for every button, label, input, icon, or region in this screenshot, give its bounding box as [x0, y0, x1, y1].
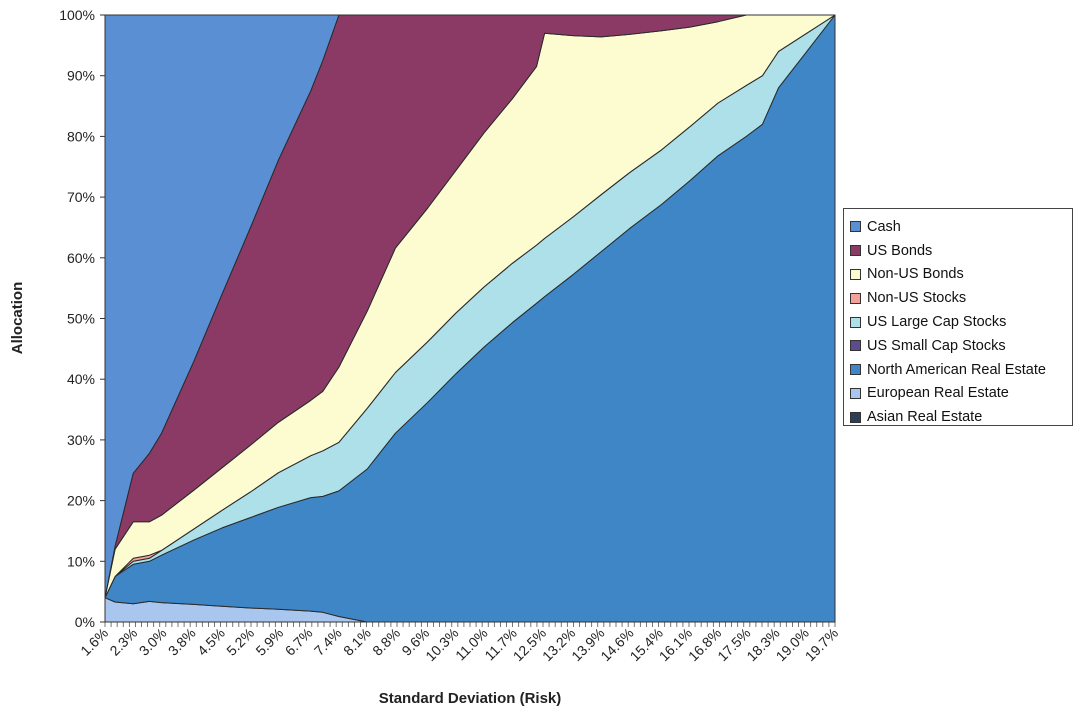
legend-label: US Large Cap Stocks	[867, 314, 1007, 331]
y-tick-label: 0%	[75, 614, 95, 630]
legend-swatch	[850, 387, 861, 399]
y-tick-label: 30%	[67, 432, 95, 448]
area-series-group	[104, 14, 836, 623]
legend-swatch	[850, 245, 861, 257]
y-tick-label: 100%	[59, 7, 95, 23]
x-tick-label: 8.8%	[369, 625, 403, 659]
legend-label: North American Real Estate	[867, 361, 1046, 378]
legend-label: Cash	[867, 218, 901, 235]
y-tick-label: 40%	[67, 371, 95, 387]
legend-swatch	[850, 292, 861, 304]
y-tick-label: 50%	[67, 311, 95, 327]
y-axis-title: Allocation	[9, 282, 26, 355]
x-tick-label: 19.7%	[802, 625, 841, 664]
x-tick-label: 5.9%	[252, 625, 286, 659]
y-tick-label: 60%	[67, 250, 95, 266]
x-tick-label: 2.3%	[106, 625, 140, 659]
x-tick-label: 11.0%	[452, 625, 491, 664]
legend-item: Asian Real Estate	[850, 405, 1072, 429]
legend-swatch	[850, 340, 861, 352]
legend-swatch	[850, 268, 861, 280]
y-tick-label: 90%	[67, 68, 95, 84]
y-tick-label: 10%	[67, 553, 95, 569]
x-axis: 1.6%2.3%3.0%3.8%4.5%5.2%5.9%6.7%7.4%8.1%…	[77, 622, 841, 664]
x-tick-label: 7.4%	[311, 625, 345, 659]
x-tick-label: 3.8%	[165, 625, 199, 659]
legend-label: Asian Real Estate	[867, 409, 983, 426]
x-tick-label: 5.2%	[223, 625, 257, 659]
y-tick-label: 80%	[67, 128, 95, 144]
y-tick-label: 70%	[67, 189, 95, 205]
legend-item: US Large Cap Stocks	[850, 310, 1072, 334]
y-tick-label: 20%	[67, 493, 95, 509]
legend-label: US Small Cap Stocks	[867, 337, 1006, 354]
y-axis: 0% 10% 20% 30% 40% 50% 60% 70% 80% 90% 100%	[59, 7, 105, 630]
legend-swatch	[850, 221, 861, 233]
legend-label: US Bonds	[867, 242, 933, 259]
plot-area-frame	[104, 14, 836, 623]
legend-item: US Bonds	[850, 239, 1072, 263]
legend-item: European Real Estate	[850, 382, 1072, 406]
legend: Cash US Bonds Non-US Bonds Non-US Stocks US …	[843, 208, 1073, 426]
legend-item: Cash	[850, 215, 1072, 239]
x-tick-label: 6.7%	[282, 625, 316, 659]
legend-item: Non-US Stocks	[850, 286, 1072, 310]
x-tick-label: 8.1%	[340, 625, 374, 659]
legend-item: US Small Cap Stocks	[850, 334, 1072, 358]
x-tick-label: 3.0%	[136, 625, 170, 659]
legend-label: Non-US Stocks	[867, 290, 967, 307]
legend-swatch	[850, 364, 861, 376]
legend-swatch	[850, 411, 861, 423]
legend-label: Non-US Bonds	[867, 266, 964, 283]
x-tick-label: 10.3%	[422, 625, 461, 664]
x-axis-title: Standard Deviation (Risk)	[379, 690, 562, 707]
legend-swatch	[850, 316, 861, 328]
legend-label: European Real Estate	[867, 385, 1009, 402]
x-tick-label: 4.5%	[194, 625, 228, 659]
legend-item: North American Real Estate	[850, 358, 1072, 382]
legend-item: Non-US Bonds	[850, 263, 1072, 287]
